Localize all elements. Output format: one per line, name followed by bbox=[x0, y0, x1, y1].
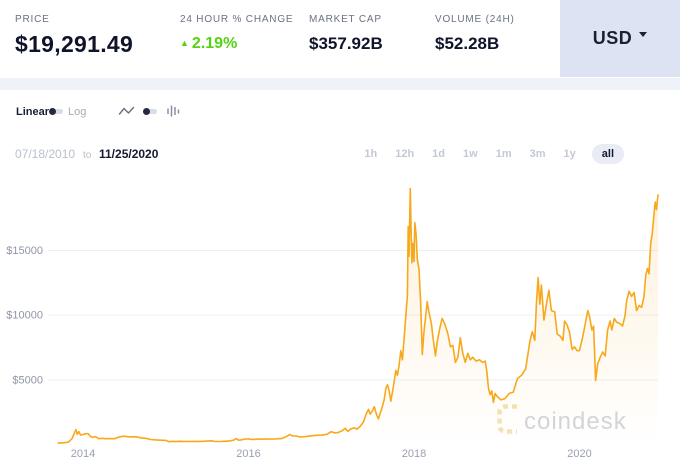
svg-text:2020: 2020 bbox=[567, 448, 591, 460]
change-percent: 2.19% bbox=[191, 35, 238, 52]
svg-text:2016: 2016 bbox=[236, 448, 260, 460]
line-chart-icon[interactable] bbox=[118, 104, 135, 118]
preset-all[interactable]: all bbox=[591, 144, 624, 164]
svg-text:2014: 2014 bbox=[71, 448, 95, 460]
price-line bbox=[57, 187, 659, 444]
chart-area: $5000$10000$15000 coindesk 2014201620182… bbox=[0, 180, 680, 471]
stat-price: PRICE $19,291.49 bbox=[15, 14, 133, 58]
toggle-track bbox=[50, 109, 63, 114]
currency-selector[interactable]: USD bbox=[560, 0, 680, 77]
end-date-field[interactable]: 11/25/2020 bbox=[99, 147, 159, 161]
chart-type-toggle-switch[interactable] bbox=[143, 107, 158, 116]
range-row: 07/18/2010 to 11/25/2020 1h 12h 1d 1w 1m… bbox=[0, 144, 680, 166]
toggle-track bbox=[144, 109, 157, 114]
time-presets: 1h 12h 1d 1w 1m 3m 1y all bbox=[362, 144, 624, 164]
stat-volume: VOLUME (24H) $52.28B bbox=[435, 14, 515, 54]
change-label: 24 HOUR % CHANGE bbox=[180, 14, 294, 25]
preset-1y[interactable]: 1y bbox=[563, 148, 576, 160]
bar-chart-icon[interactable] bbox=[166, 104, 181, 118]
price-area-fill bbox=[58, 188, 659, 445]
stat-24h-change: 24 HOUR % CHANGE ▲ 2.19% bbox=[180, 14, 293, 53]
start-date-field[interactable]: 07/18/2010 bbox=[15, 147, 76, 161]
chevron-down-icon bbox=[639, 32, 648, 37]
svg-text:2018: 2018 bbox=[402, 448, 426, 460]
preset-3m[interactable]: 3m bbox=[529, 148, 546, 160]
linear-scale-label[interactable]: Linear bbox=[16, 106, 50, 118]
preset-1w[interactable]: 1w bbox=[463, 148, 478, 160]
market-cap-label: MARKET CAP bbox=[309, 14, 382, 25]
x-axis-labels: 2014 2016 2018 2020 bbox=[71, 448, 592, 460]
svg-text:$5000: $5000 bbox=[12, 374, 43, 386]
price-header: PRICE $19,291.49 24 HOUR % CHANGE ▲ 2.19%… bbox=[0, 0, 680, 78]
svg-text:$15000: $15000 bbox=[6, 245, 43, 257]
price-value: $19,291.49 bbox=[15, 31, 134, 57]
currency-label: USD bbox=[592, 28, 633, 48]
price-label: PRICE bbox=[15, 14, 50, 25]
section-divider bbox=[0, 78, 680, 90]
toggle-knob bbox=[143, 108, 150, 115]
change-value: ▲ 2.19% bbox=[180, 35, 293, 53]
log-scale-label[interactable]: Log bbox=[68, 106, 87, 118]
preset-1h[interactable]: 1h bbox=[364, 148, 378, 160]
price-chart[interactable]: $5000$10000$15000 coindesk 2014201620182… bbox=[0, 180, 680, 471]
y-axis-labels: $5000 $10000 $15000 bbox=[6, 245, 43, 386]
up-arrow-icon: ▲ bbox=[180, 38, 189, 48]
preset-1d[interactable]: 1d bbox=[432, 148, 446, 160]
svg-text:$10000: $10000 bbox=[6, 310, 43, 322]
scale-toggle-switch[interactable] bbox=[49, 107, 64, 116]
preset-1m[interactable]: 1m bbox=[495, 148, 512, 160]
volume-label: VOLUME (24H) bbox=[435, 14, 515, 25]
chart-controls: Linear Log bbox=[0, 103, 680, 123]
preset-12h[interactable]: 12h bbox=[395, 148, 415, 160]
market-cap-value: $357.92B bbox=[309, 34, 383, 53]
toggle-knob bbox=[49, 108, 56, 115]
stat-market-cap: MARKET CAP $357.92B bbox=[309, 14, 383, 54]
volume-value: $52.28B bbox=[435, 34, 500, 53]
date-separator: to bbox=[83, 150, 92, 161]
